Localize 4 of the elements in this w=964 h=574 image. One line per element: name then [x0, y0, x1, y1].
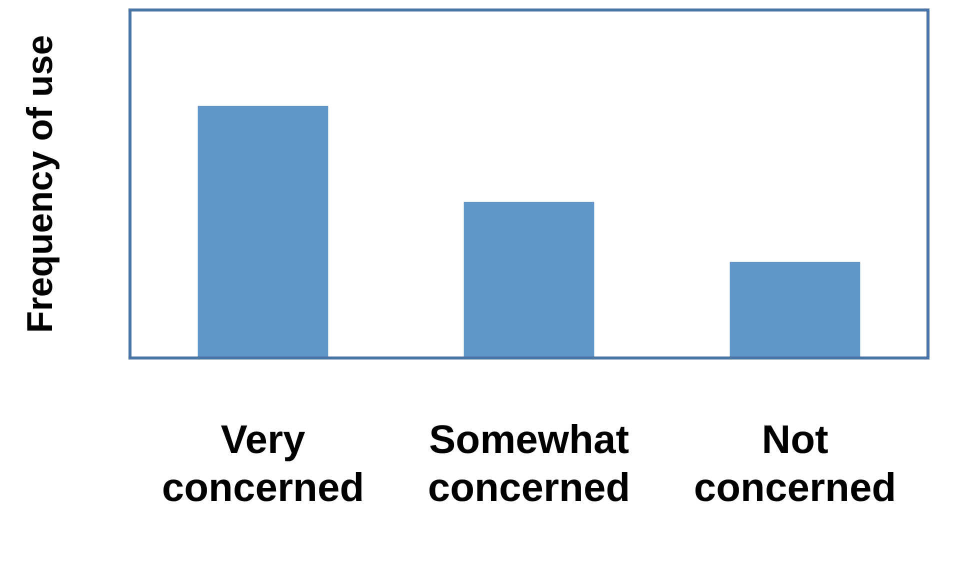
y-axis-title: Frequency of use — [18, 34, 60, 334]
x-tick-label: Somewhat concerned — [428, 418, 630, 510]
x-tick-label: Not concerned — [694, 418, 896, 510]
x-tick-label: Very concerned — [162, 418, 364, 510]
